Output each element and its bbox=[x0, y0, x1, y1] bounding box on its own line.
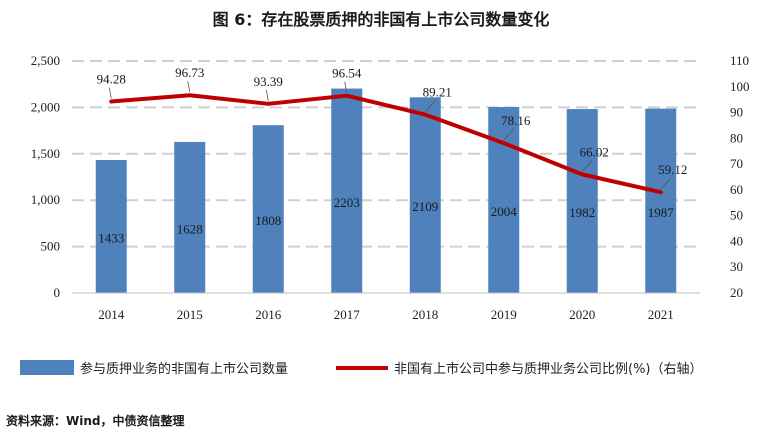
chart-canvas: 1433 1628 1808 2203 2109 2004 1982 1987 94.28 96.… bbox=[20, 53, 750, 377]
line-point bbox=[346, 95, 348, 97]
bar-series bbox=[95, 88, 677, 294]
line-value-label: 94.28 bbox=[97, 72, 126, 87]
bar-value-label: 2109 bbox=[412, 199, 438, 214]
bar-value-label: 2004 bbox=[491, 204, 518, 219]
right-axis-tick-label: 90 bbox=[730, 105, 743, 120]
line-label-leader bbox=[581, 160, 593, 172]
bar-value-label: 2203 bbox=[334, 195, 360, 210]
line-value-label: 89.21 bbox=[423, 85, 452, 100]
source-note: 资料来源：Wind，中债资信整理 bbox=[6, 414, 185, 428]
right-axis-tick-label: 30 bbox=[730, 259, 743, 274]
bar bbox=[331, 88, 363, 293]
bar-value-label: 1987 bbox=[648, 205, 675, 220]
line-value-label: 59.12 bbox=[658, 162, 687, 177]
x-axis-tick-label: 2018 bbox=[412, 307, 438, 322]
line-value-label: 66.02 bbox=[580, 144, 609, 159]
right-axis-tick-label: 20 bbox=[730, 285, 743, 300]
line-value-label: 78.16 bbox=[501, 113, 531, 128]
bar-value-label: 1808 bbox=[255, 213, 281, 228]
line-point bbox=[424, 114, 426, 116]
right-axis-tick-label: 60 bbox=[730, 182, 743, 197]
line-point bbox=[267, 103, 269, 105]
bar bbox=[409, 97, 441, 294]
bar-value-label: 1982 bbox=[569, 205, 595, 220]
line-series bbox=[109, 93, 663, 195]
x-axis-tick-label: 2021 bbox=[648, 307, 674, 322]
x-axis-tick-label: 2019 bbox=[491, 307, 517, 322]
left-axis-tick-label: 1,500 bbox=[31, 146, 60, 161]
data-labels: 1433 1628 1808 2203 2109 2004 1982 1987 94.28 96.… bbox=[97, 65, 688, 245]
line-path bbox=[109, 93, 663, 195]
bar bbox=[566, 109, 598, 293]
line-point bbox=[581, 173, 583, 175]
line-value-label: 96.73 bbox=[175, 65, 204, 80]
line-label-leader bbox=[265, 89, 269, 101]
legend-line-label: 非国有上市公司中参与质押业务公司比例(%)（右轴） bbox=[394, 361, 703, 377]
line-point bbox=[110, 101, 112, 103]
right-axis-tick-label: 100 bbox=[730, 79, 750, 94]
legend: 参与质押业务的非国有上市公司数量 非国有上市公司中参与质押业务公司比例(%)（右轴… bbox=[20, 360, 703, 377]
line-label-leader bbox=[344, 81, 348, 93]
right-axis-tick-label: 40 bbox=[730, 233, 743, 248]
left-axis-tick-label: 0 bbox=[54, 285, 61, 300]
x-axis-tick-label: 2015 bbox=[177, 307, 203, 322]
left-axis-tick-label: 1,000 bbox=[31, 192, 60, 207]
line-value-label: 93.39 bbox=[254, 74, 283, 89]
x-axis-tick-label: 2016 bbox=[255, 307, 282, 322]
bar bbox=[488, 107, 520, 293]
left-axis-tick-label: 2,500 bbox=[31, 53, 60, 68]
x-axis-tick-label: 2020 bbox=[569, 307, 595, 322]
axes: 0 500 1,000 1,500 2,000 2,500 20 30 40 50 60 70 80 90… bbox=[31, 53, 750, 322]
right-axis-tick-label: 110 bbox=[730, 53, 749, 68]
legend-bar-label: 参与质押业务的非国有上市公司数量 bbox=[80, 361, 288, 377]
line-value-label: 96.54 bbox=[332, 66, 362, 81]
chart-title: 图 6：存在股票质押的非国有上市公司数量变化 bbox=[212, 10, 550, 29]
right-axis-tick-label: 80 bbox=[730, 130, 743, 145]
line-label-leader bbox=[660, 177, 672, 190]
bar bbox=[645, 108, 677, 293]
line-label-leader bbox=[503, 128, 515, 141]
left-axis-tick-label: 2,000 bbox=[31, 99, 60, 114]
x-axis-tick-label: 2017 bbox=[334, 307, 361, 322]
x-axis-tick-label: 2014 bbox=[98, 307, 125, 322]
right-axis-tick-label: 50 bbox=[730, 208, 743, 223]
bar-value-label: 1628 bbox=[177, 221, 203, 236]
line-label-leader bbox=[108, 87, 112, 99]
bar bbox=[95, 160, 127, 293]
line-point bbox=[189, 94, 191, 96]
bar bbox=[174, 141, 206, 293]
line-point bbox=[660, 191, 662, 193]
bar bbox=[252, 125, 284, 294]
right-axis-tick-label: 70 bbox=[730, 156, 743, 171]
line-point bbox=[503, 142, 505, 144]
left-axis-tick-label: 500 bbox=[41, 239, 61, 254]
line-label-leader bbox=[424, 100, 436, 112]
legend-bar-swatch bbox=[20, 360, 74, 375]
bar-value-label: 1433 bbox=[98, 231, 124, 246]
line-label-leader bbox=[187, 81, 191, 93]
